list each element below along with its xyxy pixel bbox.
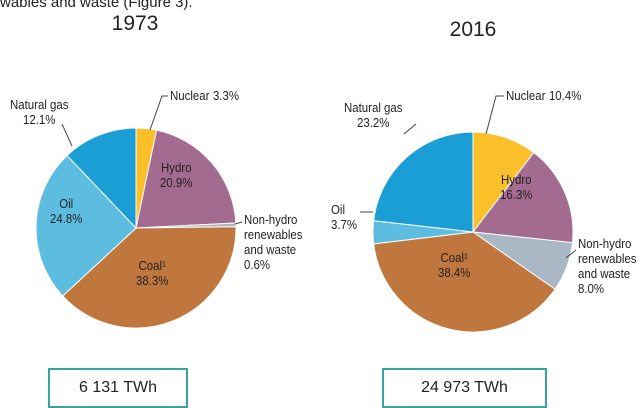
leader-line bbox=[61, 123, 73, 147]
slice-value: 38.3% bbox=[136, 273, 169, 288]
slice-value: 0.6% bbox=[244, 257, 271, 272]
header-text: wables and waste (Figure 3). bbox=[0, 0, 193, 11]
chart-title: 2016 bbox=[449, 18, 497, 41]
slice-value: 23.2% bbox=[357, 115, 390, 130]
pie-slice bbox=[472, 151, 574, 244]
slice-name: Coal¹ bbox=[440, 250, 468, 265]
total-box: 6 131 TWh bbox=[48, 368, 188, 408]
slice-label: Hydro 16.3% bbox=[500, 172, 532, 202]
slice-name: Nuclear bbox=[506, 88, 546, 103]
slice-value: 16.3% bbox=[500, 187, 533, 202]
leader-line bbox=[485, 95, 504, 135]
slice-label: Natural gas 23.2% bbox=[344, 100, 403, 130]
slice-name: Non-hydro renewables and waste bbox=[578, 236, 637, 281]
slice-name: Oil bbox=[59, 196, 74, 211]
slice-label: Hydro 20.9% bbox=[160, 160, 192, 190]
pie-slice bbox=[373, 231, 556, 333]
slice-name: Non-hydro renewables and waste bbox=[244, 212, 303, 257]
slice-value: 12.1% bbox=[23, 112, 56, 127]
leader-line bbox=[403, 123, 417, 135]
slice-name: Hydro bbox=[160, 160, 192, 175]
slice-value: 24.8% bbox=[50, 211, 83, 226]
slice-name: Hydro bbox=[500, 172, 532, 187]
slice-label: Coal¹ 38.4% bbox=[438, 250, 470, 280]
slice-label: Non-hydro renewables and waste 8.0% bbox=[578, 236, 643, 296]
slice-value: 3.7% bbox=[331, 217, 358, 232]
slice-label: Non-hydro renewables and waste 0.6% bbox=[244, 212, 314, 272]
pie-slice bbox=[35, 154, 137, 297]
leader-line bbox=[149, 95, 168, 131]
leader-line bbox=[234, 221, 243, 225]
slice-value: 3.3% bbox=[212, 88, 240, 103]
slice-value: 10.4% bbox=[548, 88, 582, 103]
slice-value: 38.4% bbox=[438, 265, 471, 280]
slice-name: Nuclear bbox=[170, 88, 210, 103]
slice-label: Coal¹ 38.3% bbox=[136, 258, 168, 288]
slice-name: Natural gas bbox=[10, 97, 69, 112]
slice-value: 20.9% bbox=[160, 175, 193, 190]
slice-name: Coal¹ bbox=[138, 258, 166, 273]
leader-line bbox=[565, 249, 577, 259]
slice-label: Nuclear 10.4% bbox=[506, 88, 581, 103]
pie-slice bbox=[373, 131, 474, 233]
slice-name: Oil bbox=[331, 202, 345, 217]
slice-name: Natural gas bbox=[344, 100, 403, 115]
slice-label: Natural gas 12.1% bbox=[10, 97, 69, 127]
pie-slice bbox=[61, 226, 237, 329]
slice-label: Oil 24.8% bbox=[50, 196, 82, 226]
pie-slice bbox=[66, 127, 137, 230]
slice-label: Oil 3.7% bbox=[331, 202, 357, 232]
chart-title: 1973 bbox=[111, 12, 159, 35]
total-box: 24 973 TWh bbox=[382, 368, 547, 408]
pie-slice bbox=[135, 129, 237, 229]
slice-value: 8.0% bbox=[578, 281, 605, 296]
slice-label: Nuclear 3.3% bbox=[170, 88, 239, 103]
